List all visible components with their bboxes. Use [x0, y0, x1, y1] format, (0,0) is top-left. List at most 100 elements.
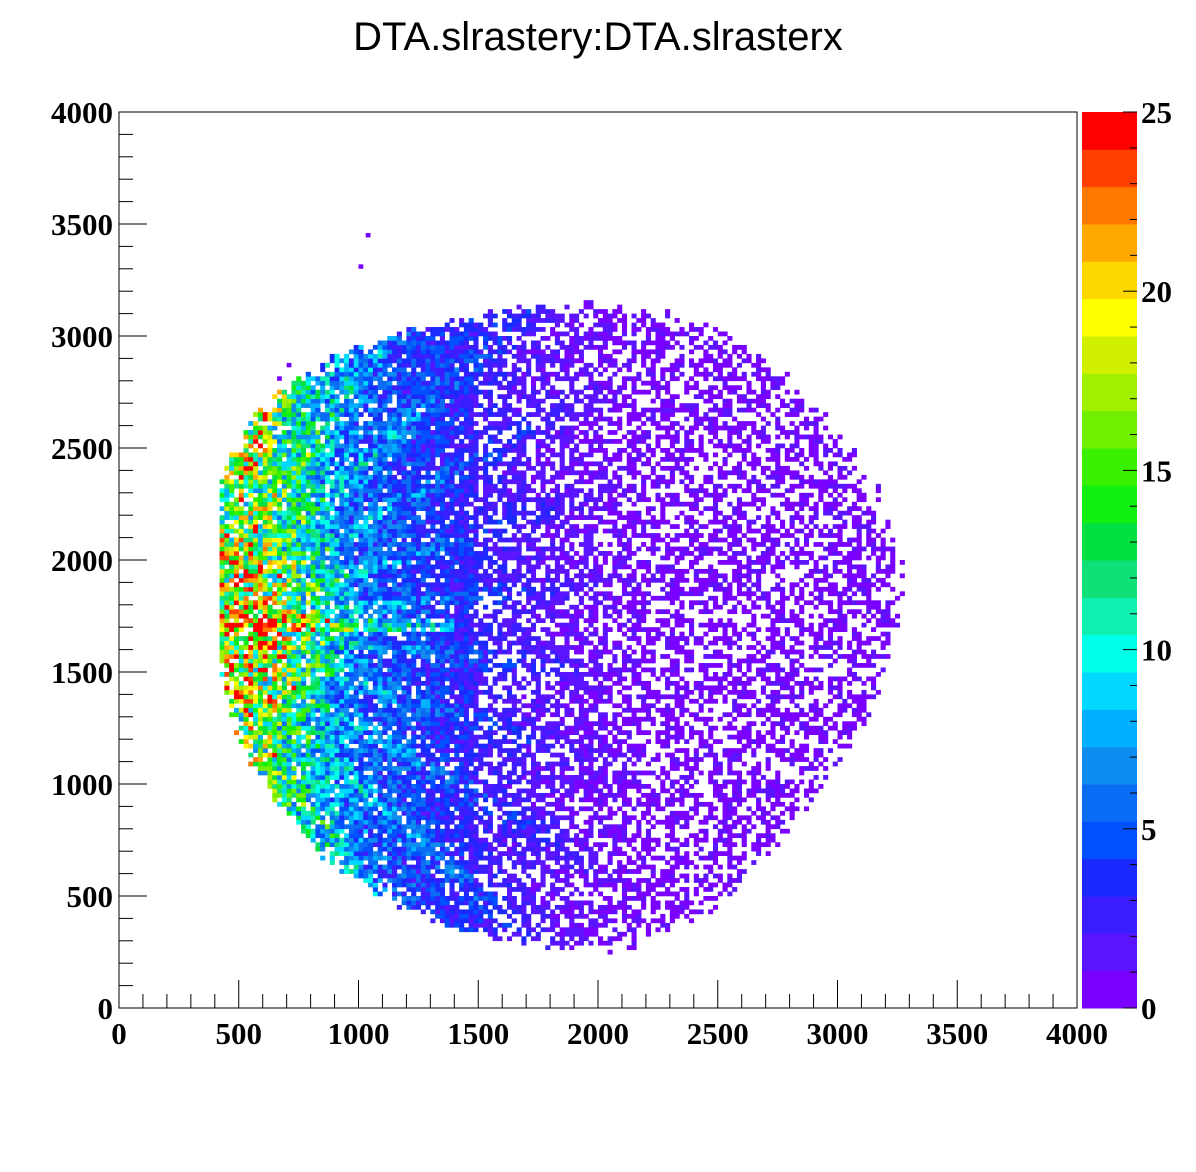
heatmap-cell [363, 546, 369, 552]
heatmap-cell [358, 716, 364, 722]
heatmap-cell [315, 658, 321, 664]
heatmap-cell [382, 618, 388, 624]
heatmap-cell [262, 631, 268, 637]
heatmap-cell [339, 613, 345, 619]
heatmap-cell [296, 533, 302, 538]
heatmap-cell [454, 416, 460, 422]
heatmap-cell [463, 519, 469, 525]
heatmap-cell [430, 721, 436, 727]
heatmap-cell [444, 510, 450, 516]
heatmap-cell [353, 663, 359, 668]
heatmap-cell [339, 492, 345, 498]
heatmap-cell [459, 640, 465, 646]
heatmap-cell [454, 846, 460, 852]
heatmap-cell [310, 622, 316, 628]
heatmap-cell [334, 779, 340, 785]
heatmap-cell [272, 663, 278, 668]
heatmap-cell [344, 663, 350, 668]
heatmap-cell [454, 654, 460, 659]
heatmap-cell [267, 537, 273, 543]
heatmap-cell [233, 470, 240, 476]
heatmap-cell [310, 452, 316, 458]
heatmap-cell [377, 815, 383, 821]
heatmap-cell [320, 412, 326, 417]
heatmap-cell [387, 757, 393, 762]
heatmap-cell [415, 448, 422, 453]
heatmap-cell [301, 609, 307, 615]
heatmap-cell [248, 734, 254, 740]
heatmap-cell [324, 591, 331, 597]
heatmap-cell [382, 528, 388, 534]
heatmap-cell [358, 533, 364, 538]
heatmap-cell [406, 667, 412, 673]
heatmap-cell [444, 703, 450, 709]
heatmap-cell [277, 582, 283, 588]
heatmap-cell [339, 407, 345, 413]
heatmap-cell [425, 344, 431, 350]
heatmap-cell [396, 344, 402, 350]
heatmap-cell [454, 519, 460, 525]
heatmap-cell [272, 439, 278, 444]
heatmap-cell [344, 533, 350, 538]
heatmap-cell [415, 398, 422, 404]
heatmap-cell [286, 676, 292, 682]
heatmap-cell [233, 654, 240, 659]
heatmap-cell [301, 716, 307, 722]
heatmap-cell [372, 797, 378, 803]
heatmap-cell [368, 591, 374, 597]
heatmap-cell [425, 689, 431, 695]
heatmap-cell [229, 645, 235, 650]
heatmap-cell [425, 878, 431, 883]
heatmap-cell [339, 622, 345, 628]
heatmap-cell [277, 784, 283, 789]
heatmap-cell [329, 622, 335, 628]
heatmap-cell [420, 555, 426, 561]
heatmap-cell [425, 869, 431, 874]
heatmap-cell [296, 510, 302, 516]
heatmap-cell [219, 560, 225, 565]
heatmap-cell [449, 358, 455, 364]
heatmap-cell [277, 497, 283, 503]
heatmap-cell [315, 779, 321, 785]
heatmap-cell [233, 515, 240, 520]
heatmap-cell [444, 864, 450, 870]
heatmap-cell [439, 479, 446, 485]
heatmap-cell [368, 654, 374, 659]
heatmap-cell [372, 860, 378, 865]
heatmap-cell [449, 528, 455, 534]
heatmap-cell [272, 465, 278, 471]
heatmap-cell [449, 344, 455, 350]
heatmap-cell [430, 340, 436, 346]
heatmap-cell [301, 770, 307, 776]
heatmap-cell [286, 797, 292, 803]
heatmap-cell [291, 551, 297, 556]
heatmap-cell [315, 609, 321, 615]
heatmap-cell [454, 349, 460, 355]
heatmap-cell [262, 434, 268, 440]
heatmap-cell [358, 631, 364, 637]
heatmap-cell [392, 367, 398, 373]
heatmap-cell [401, 479, 407, 485]
heatmap-cell [396, 407, 402, 413]
heatmap-cell [257, 685, 263, 691]
heatmap-cell [396, 358, 402, 364]
heatmap-cell [339, 586, 345, 592]
heatmap-cell [291, 430, 297, 435]
heatmap-cell [377, 403, 383, 408]
heatmap-cell [262, 752, 268, 758]
heatmap-cell [439, 340, 446, 346]
heatmap-cell [329, 448, 335, 453]
heatmap-cell [463, 676, 469, 682]
heatmap-cell [363, 353, 369, 359]
heatmap-cell [430, 515, 436, 520]
heatmap-cell [286, 748, 292, 753]
heatmap-cell [401, 501, 407, 507]
heatmap-cell [339, 371, 345, 377]
heatmap-cell [444, 658, 450, 664]
heatmap-cell [267, 698, 273, 704]
heatmap-cell [324, 627, 331, 632]
heatmap-cell [368, 551, 374, 556]
heatmap-cell [411, 851, 417, 856]
heatmap-cell [348, 609, 355, 615]
